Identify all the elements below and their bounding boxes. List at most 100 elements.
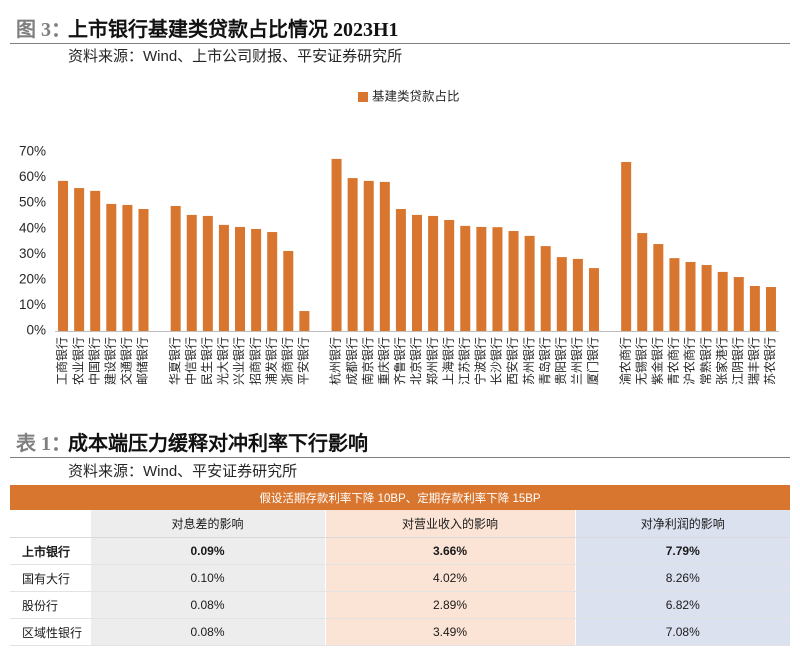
row-label: 上市银行 (10, 537, 90, 565)
table-banner-row: 假设活期存款利率下降 10BP、定期存款利率下降 15BP (10, 485, 791, 510)
bar (299, 311, 310, 331)
revenue-impact-value: 3.66% (324, 537, 575, 565)
x-tick-label: 民生银行 (200, 337, 214, 385)
margin-impact-value: 0.10% (89, 564, 325, 592)
legend: 基建类贷款占比 (358, 88, 460, 103)
legend-swatch (358, 92, 368, 102)
x-tick-label: 青岛银行 (537, 337, 552, 385)
bar (363, 180, 374, 331)
margin-impact-value: 0.09% (89, 537, 325, 565)
table-title-rule (10, 457, 790, 458)
x-tick-label: 江阴银行 (731, 337, 745, 385)
x-tick-label: 常熟银行 (698, 337, 713, 385)
x-tick-label: 中信银行 (183, 337, 198, 385)
x-tick-label: 兰州银行 (570, 337, 584, 385)
profit-impact-value: 7.79% (574, 537, 791, 565)
table-row: 国有大行 0.10% 4.02% 8.26% (10, 564, 791, 592)
x-tick-label: 重庆银行 (377, 337, 391, 385)
x-tick-label: 沪农商行 (682, 337, 697, 385)
table-number: 表 1： (16, 433, 71, 455)
x-tick-label: 厦门银行 (585, 337, 600, 385)
bar (347, 178, 358, 331)
bar (251, 228, 262, 331)
x-tick-label: 平安银行 (296, 337, 311, 385)
bar (267, 232, 278, 331)
table-row: 上市银行 0.09% 3.66% 7.79% (10, 537, 791, 565)
x-tick-label: 上海银行 (440, 337, 455, 385)
bar-chart: 基建类贷款占比 0% 10% 20% 30% 40% 50% 60% 70% 工商银行 农业银行… (19, 88, 779, 385)
x-tick-label: 招商银行 (247, 337, 262, 385)
bar (106, 203, 117, 331)
bars (58, 158, 776, 331)
header-profit-impact: 对净利润的影响 (574, 510, 791, 538)
table-source: 资料来源：Wind、平安证券研究所 (68, 463, 298, 480)
bar (540, 246, 551, 331)
margin-impact-value: 0.08% (89, 591, 325, 619)
x-tick-label: 邮储银行 (135, 337, 150, 385)
bar (749, 285, 760, 331)
bar (186, 214, 197, 331)
x-tick-label: 张家港行 (714, 337, 729, 385)
x-tick-label: 浙商银行 (279, 337, 294, 385)
bar (460, 225, 471, 331)
x-tick-label: 瑞丰银行 (747, 337, 761, 385)
x-tick-label: 西安银行 (505, 337, 520, 385)
x-tick-label: 江苏银行 (457, 337, 471, 385)
x-tick-label: 南京银行 (360, 337, 375, 385)
x-tick-label: 杭州银行 (328, 337, 343, 385)
profit-impact-value: 7.08% (574, 618, 791, 646)
y-tick-label: 30% (19, 246, 46, 261)
bar (58, 180, 69, 331)
bar (508, 231, 519, 331)
margin-impact-value: 0.08% (89, 618, 325, 646)
x-tick-label: 成都银行 (345, 337, 359, 385)
table-header-row: 对息差的影响 对营业收入的影响 对净利润的影响 (10, 510, 791, 538)
bar (379, 181, 390, 331)
revenue-impact-value: 4.02% (324, 564, 575, 592)
x-tick-label: 浦发银行 (263, 337, 278, 385)
figure-caption: 图 3：上市银行基建类贷款占比情况 2023H1 (16, 17, 399, 43)
bar (412, 214, 422, 331)
bar (492, 227, 503, 331)
table-caption: 表 1：成本端压力缓释对冲利率下行影响 (16, 431, 368, 457)
x-tick-label: 建设银行 (103, 337, 117, 385)
bar (395, 209, 406, 331)
bar (170, 205, 181, 331)
bar (283, 250, 294, 331)
figure-title: 上市银行基建类贷款占比情况 2023H1 (68, 19, 399, 41)
bar (428, 215, 439, 331)
x-tick-label: 光大银行 (216, 337, 230, 385)
y-tick-label: 20% (19, 271, 46, 286)
impact-table: 假设活期存款利率下降 10BP、定期存款利率下降 15BP 对息差的影响 对营业… (10, 485, 791, 646)
x-tick-label: 青农商行 (666, 337, 681, 385)
bar (476, 226, 487, 331)
y-tick-label: 0% (26, 323, 46, 338)
bar (621, 161, 632, 331)
x-tick-label: 华夏银行 (168, 337, 182, 385)
header-cell-blank (10, 510, 90, 538)
bar (524, 235, 535, 331)
profit-impact-value: 8.26% (574, 564, 791, 592)
row-label: 国有大行 (10, 564, 90, 592)
x-tick-label: 无锡银行 (633, 337, 648, 385)
table-row: 股份行 0.08% 2.89% 6.82% (10, 591, 791, 619)
x-tick-label: 齐鲁银行 (392, 337, 407, 385)
x-tick-label: 中国银行 (86, 337, 101, 385)
bar (556, 257, 567, 331)
x-tick-label: 交通银行 (119, 337, 134, 385)
bar (637, 233, 648, 331)
y-tick-label: 50% (19, 195, 46, 210)
bar (218, 224, 229, 331)
x-tick-label: 渝农商行 (617, 337, 632, 385)
y-tick-label: 60% (19, 169, 46, 184)
bar (701, 265, 712, 331)
x-tick-label: 北京银行 (409, 337, 423, 385)
row-label: 股份行 (10, 591, 90, 619)
bar (331, 158, 342, 331)
bar (685, 261, 696, 331)
revenue-impact-value: 2.89% (324, 591, 575, 619)
x-tick-label: 工商银行 (54, 337, 69, 385)
bar (122, 204, 133, 331)
profit-impact-value: 6.82% (574, 591, 791, 619)
y-tick-label: 70% (19, 144, 46, 159)
